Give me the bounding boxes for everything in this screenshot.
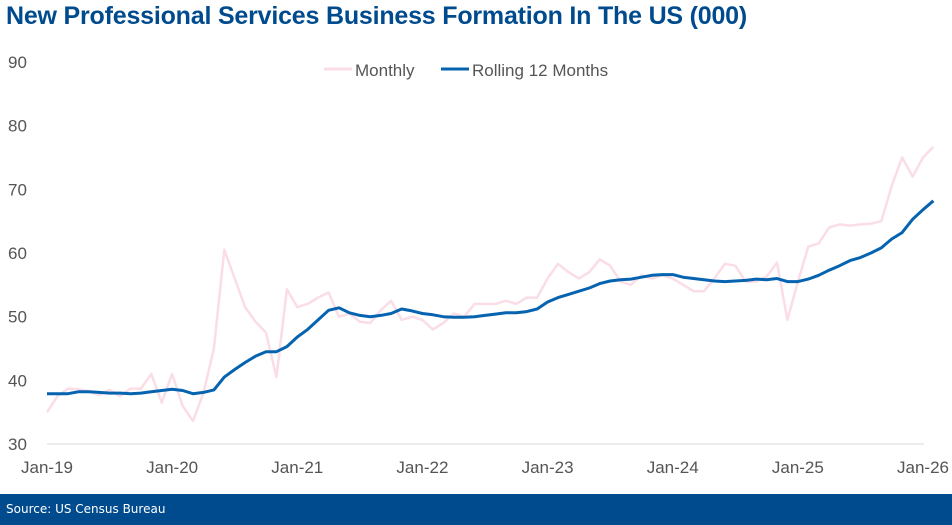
y-tick-label: 30	[8, 435, 27, 454]
legend-label-monthly: Monthly	[355, 61, 415, 80]
legend: Monthly Rolling 12 Months	[324, 61, 608, 80]
legend-label-rolling: Rolling 12 Months	[472, 61, 608, 80]
chart-title: New Professional Services Business Forma…	[6, 2, 748, 30]
x-tick-label: Jan-25	[772, 458, 824, 477]
x-tick-label: Jan-24	[647, 458, 699, 477]
x-tick-label: Jan-23	[522, 458, 574, 477]
series-monthly-line	[45, 145, 935, 423]
y-tick-label: 50	[8, 308, 27, 327]
footer-bar: Source: US Census Bureau	[0, 494, 952, 525]
y-tick-label: 40	[8, 371, 27, 390]
y-tick-label: 90	[8, 53, 27, 72]
series-rolling-line	[47, 199, 935, 396]
x-tick-label: Jan-22	[396, 458, 448, 477]
y-axis-ticks: 30 40 50 60 70 80 90	[8, 53, 27, 454]
x-tick-label: Jan-21	[271, 458, 323, 477]
x-tick-label: Jan-26	[897, 458, 949, 477]
x-tick-label: Jan-20	[146, 458, 198, 477]
x-tick-label: Jan-19	[21, 458, 73, 477]
x-axis-ticks: Jan-19 Jan-20 Jan-21 Jan-22 Jan-23 Jan-24 Jan-…	[21, 458, 949, 477]
y-tick-label: 70	[8, 180, 27, 199]
source-note: Source: US Census Bureau	[6, 502, 166, 516]
y-tick-label: 80	[8, 117, 27, 136]
y-tick-label: 60	[8, 244, 27, 263]
